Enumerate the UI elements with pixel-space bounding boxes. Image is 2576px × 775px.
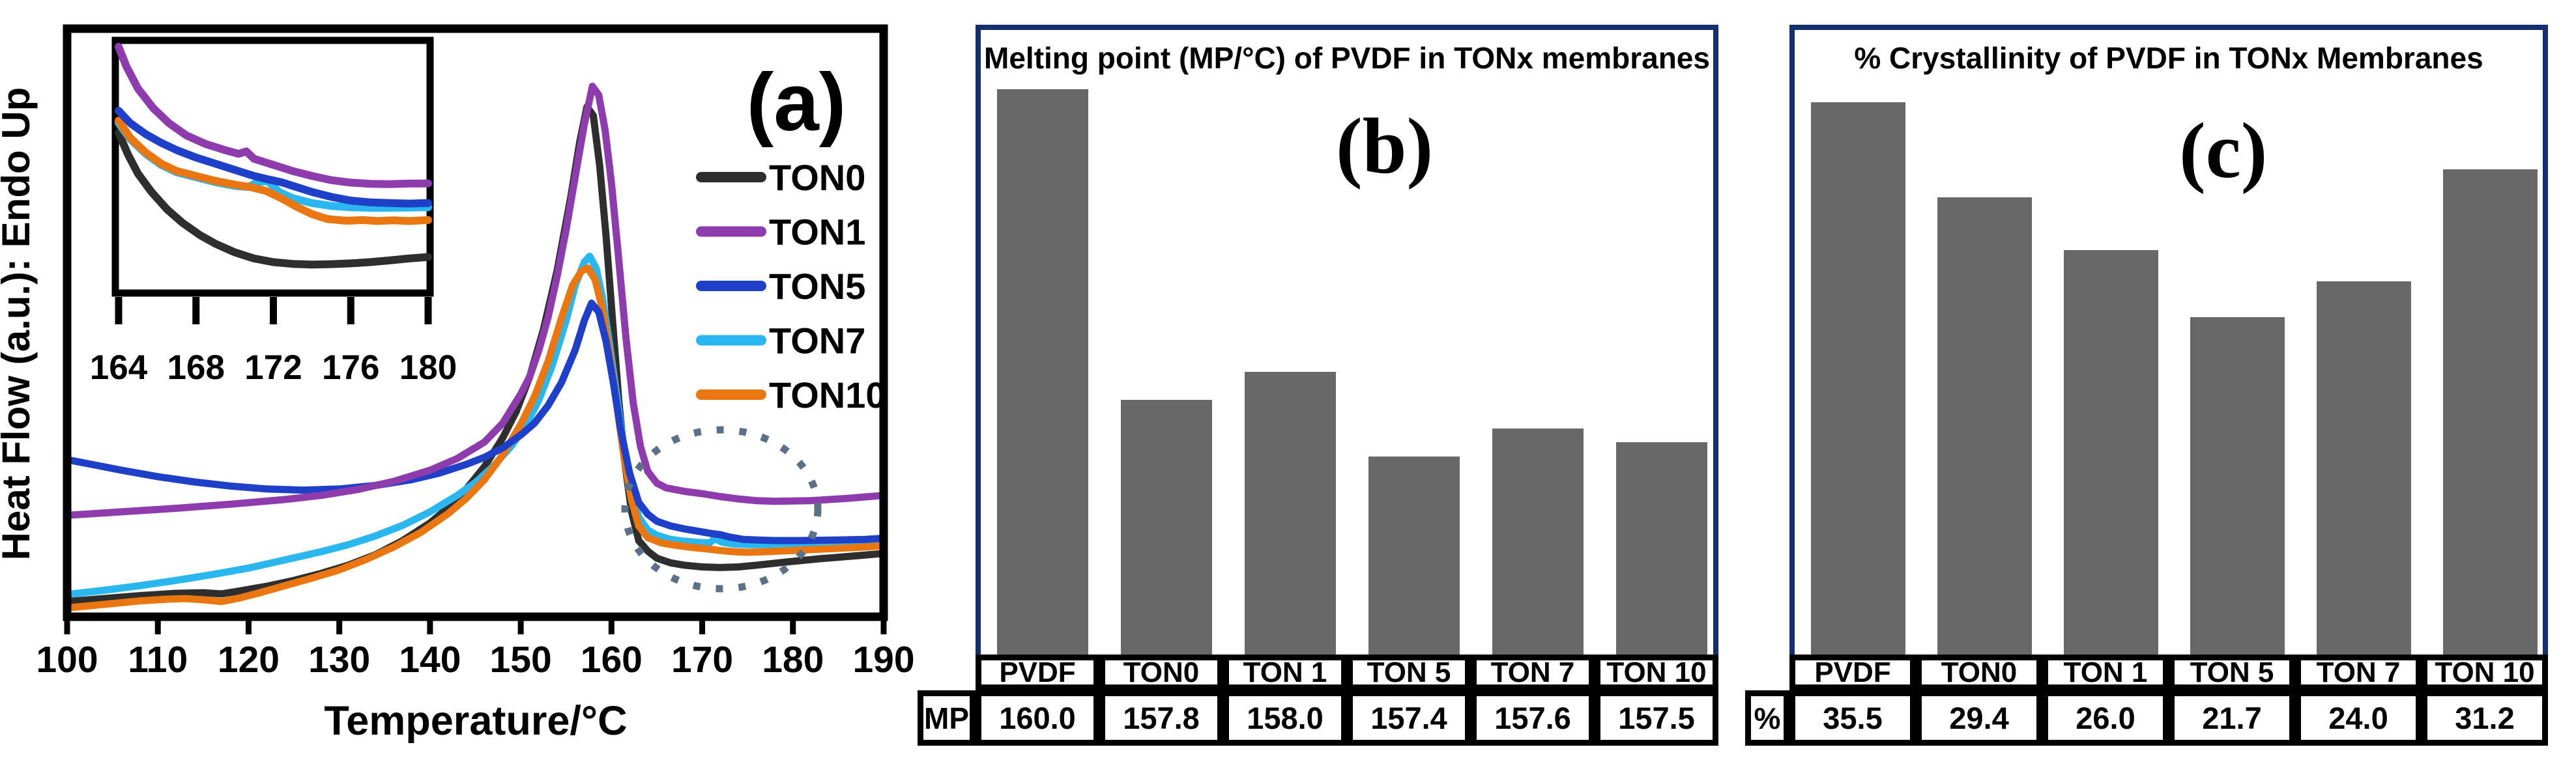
table-header-cell: TON 1 [1223, 655, 1347, 690]
bar-ton1 [1245, 372, 1336, 655]
x-axis-tick-labels: 100 110 120 130 140 150 160 170 180 190 [36, 639, 914, 681]
dsc-chart-panel-a: 164 168 172 176 180 100 110 120 130 140 150 160 170… [0, 24, 915, 744]
panel-c-table-header: PVDF TON0 TON 1 TON 5 TON 7 TON 10 [1789, 655, 2548, 690]
x-tick-label: 130 [308, 639, 370, 681]
inset-tick-label: 176 [322, 348, 379, 387]
bar-ton0 [1121, 400, 1212, 655]
panel-b-table-values: 160.0 157.8 158.0 157.4 157.6 157.5 [976, 690, 1718, 746]
bar-ton10 [2443, 169, 2538, 655]
table-value-cell: 26.0 [2042, 690, 2169, 746]
bar-ton5 [2190, 317, 2285, 655]
panel-c-title: % Crystallinity of PVDF in TONx Membrane… [1854, 41, 2483, 75]
bar-ton7 [2317, 281, 2411, 655]
panel-c-row-label: % [1745, 690, 1789, 746]
table-value-cell: 157.8 [1099, 690, 1223, 746]
bar-ton7 [1492, 429, 1584, 655]
bar-ton5 [1368, 457, 1460, 655]
table-value-cell: 24.0 [2295, 690, 2422, 746]
table-header-cell: TON 1 [2042, 655, 2169, 690]
bar-chart-panel-c: % Crystallinity of PVDF in TONx Membrane… [1789, 25, 2548, 655]
inset-curve-ton1 [115, 42, 432, 188]
inset-curves [115, 42, 432, 269]
legend-label: TON5 [769, 266, 865, 307]
annotation-dotted-circle [621, 426, 822, 593]
curve-ton5 [63, 300, 888, 544]
table-value-cell: 160.0 [976, 690, 1099, 746]
inset-tick-label: 168 [167, 348, 225, 387]
legend-label: TON7 [769, 320, 865, 361]
table-header-cell: TON 5 [1347, 655, 1471, 690]
x-tick-label: 110 [128, 639, 188, 681]
x-axis-title: Temperature/°C [324, 698, 627, 744]
x-axis-ticks [64, 619, 887, 634]
table-value-cell: 29.4 [1916, 690, 2042, 746]
panel-b-label: (b) [1336, 102, 1434, 190]
inset-tick-label: 180 [399, 348, 457, 387]
table-header-cell: TON 5 [2169, 655, 2295, 690]
inset-tick-label: 164 [90, 348, 148, 387]
inset-tick-label: 172 [244, 348, 302, 387]
bar-pvdf [997, 89, 1088, 655]
curve-ton10 [63, 264, 888, 612]
dsc-curves [63, 83, 888, 612]
curve-ton1 [63, 83, 888, 519]
bar-chart-panel-b: Melting point (MP/°C) of PVDF in TONx me… [976, 25, 1718, 655]
x-tick-label: 140 [399, 639, 461, 681]
table-value-cell: 157.4 [1347, 690, 1471, 746]
legend-label: TON0 [769, 157, 865, 198]
inset-x-ticks [115, 297, 432, 324]
panel-c-bars [1795, 30, 2543, 655]
inset-x-tick-labels: 164 168 172 176 180 [90, 348, 457, 387]
table-header-cell: TON 10 [2422, 655, 2548, 690]
table-value-cell: 158.0 [1223, 690, 1347, 746]
x-tick-label: 120 [218, 639, 280, 681]
table-header-cell: TON0 [1099, 655, 1223, 690]
table-header-cell: TON0 [1916, 655, 2042, 690]
legend: TON0 TON1 TON5 TON7 TON10 [696, 157, 886, 416]
legend-label: TON10 [769, 374, 886, 416]
plot-frame [63, 24, 888, 621]
panel-a-label: (a) [747, 57, 847, 148]
bar-pvdf [1811, 102, 1905, 655]
inset-curve-ton0 [115, 129, 432, 269]
x-tick-label: 160 [581, 639, 643, 681]
curve-ton7 [63, 253, 888, 599]
table-header-cell: PVDF [976, 655, 1099, 690]
table-value-cell: 157.6 [1471, 690, 1595, 746]
panel-c-label: (c) [2179, 107, 2268, 195]
table-header-cell: TON 10 [1595, 655, 1718, 690]
table-value-cell: 35.5 [1789, 690, 1916, 746]
inset-curve-ton10 [115, 117, 432, 225]
panel-b-table-header: PVDF TON0 TON 1 TON 5 TON 7 TON 10 [976, 655, 1718, 690]
bar-ton1 [2064, 250, 2158, 655]
x-tick-label: 150 [490, 639, 552, 681]
x-tick-label: 100 [36, 639, 98, 681]
y-axis-title: Heat Flow (a.u.): Endo Up [0, 87, 38, 561]
panel-c-table-values: 35.5 29.4 26.0 21.7 24.0 31.2 [1789, 690, 2548, 746]
x-tick-label: 190 [852, 639, 914, 681]
panel-b-row-label: MP [918, 690, 976, 746]
table-value-cell: 157.5 [1595, 690, 1718, 746]
x-tick-label: 170 [671, 639, 733, 681]
x-tick-label: 180 [762, 639, 824, 681]
table-header-cell: PVDF [1789, 655, 1916, 690]
table-value-cell: 31.2 [2422, 690, 2548, 746]
inset-curve-ton5 [115, 107, 432, 208]
bar-ton10 [1616, 442, 1707, 655]
panel-b-title: Melting point (MP/°C) of PVDF in TONx me… [984, 41, 1710, 75]
table-header-cell: TON 7 [2295, 655, 2422, 690]
legend-label: TON1 [769, 212, 865, 253]
table-header-cell: TON 7 [1471, 655, 1595, 690]
bar-ton0 [1937, 197, 2032, 655]
table-value-cell: 21.7 [2169, 690, 2295, 746]
panel-b-bars [981, 30, 1713, 655]
